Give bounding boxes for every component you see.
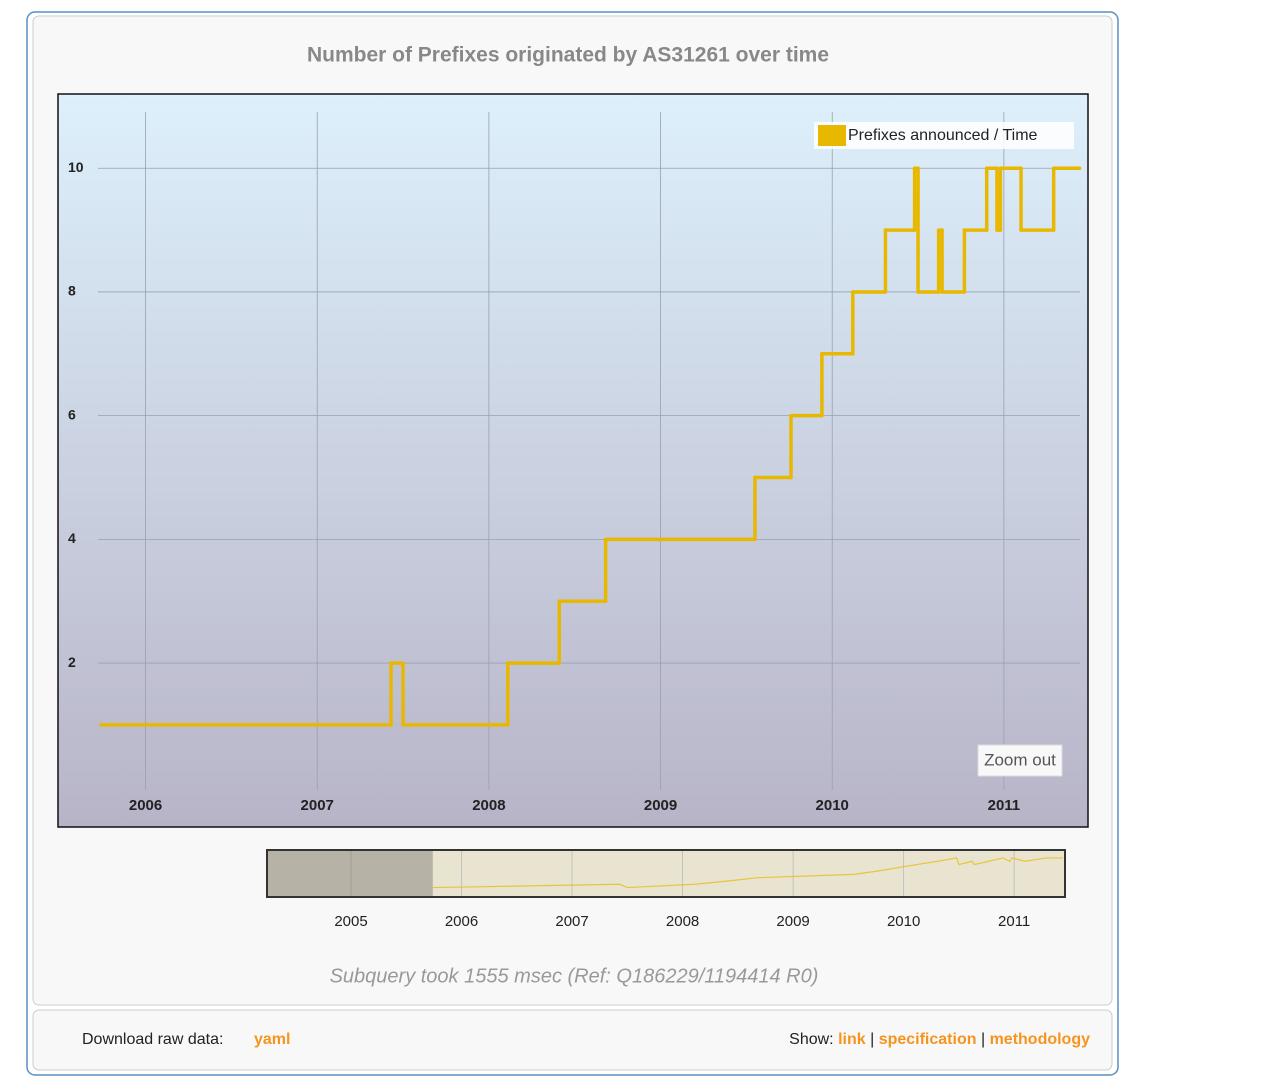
legend-label: Prefixes announced / Time	[848, 127, 1038, 144]
x-tick-label: 2007	[301, 797, 334, 814]
separator: |	[981, 1031, 985, 1048]
x-tick-label: 2009	[644, 797, 677, 814]
navigator-tick-label: 2009	[776, 913, 809, 930]
navigator-tick-label: 2008	[666, 913, 699, 930]
show-links: Show: link | specification | methodology	[789, 1031, 1090, 1048]
download-label: Download raw data:	[82, 1031, 223, 1048]
x-tick-label: 2008	[472, 797, 505, 814]
legend-box	[814, 122, 1074, 149]
footer-panel	[32, 1009, 1113, 1071]
link[interactable]: specification	[879, 1031, 977, 1048]
navigator-tick-label: 2010	[887, 913, 920, 930]
subquery-note: Subquery took 1555 msec (Ref: Q186229/11…	[330, 965, 819, 987]
y-tick-label: 8	[68, 283, 76, 299]
x-tick-label: 2011	[988, 797, 1021, 814]
x-tick-label: 2006	[129, 797, 162, 814]
navigator-tick-label: 2006	[445, 913, 478, 930]
show-label: Show:	[789, 1031, 833, 1048]
navigator: 2005 2006 2007 2008 2009 2010 2011	[267, 850, 1063, 930]
y-tick-label: 2	[68, 654, 76, 670]
zoom-button-label[interactable]: Zoom out	[984, 750, 1056, 769]
x-tick-label: 2010	[816, 797, 849, 814]
navigator-tick-label: 2011	[998, 913, 1030, 930]
navigator-line	[432, 857, 1063, 889]
legend-swatch	[818, 125, 846, 146]
navigator-tick-label: 2005	[334, 913, 367, 930]
link[interactable]: methodology	[990, 1031, 1091, 1048]
link[interactable]: link	[838, 1031, 866, 1048]
plot: 2 4 6 8 10 2006 2007 2008 2009 2010 2011 Prefixes a…	[68, 112, 1082, 814]
plot-area	[57, 93, 1089, 828]
separator: |	[870, 1031, 874, 1048]
navigator-tick-label: 2007	[555, 913, 588, 930]
y-tick-label: 6	[68, 406, 76, 422]
navigator-border	[266, 849, 1066, 898]
navigator-box	[267, 850, 1065, 897]
download-link[interactable]: yaml	[254, 1031, 290, 1048]
zoom-button[interactable]	[977, 744, 1063, 777]
y-tick-label: 10	[68, 159, 84, 175]
chart-title: Number of Prefixes originated by AS31261…	[307, 44, 829, 67]
y-tick-label: 4	[68, 530, 76, 546]
navigator-mask	[267, 850, 433, 897]
